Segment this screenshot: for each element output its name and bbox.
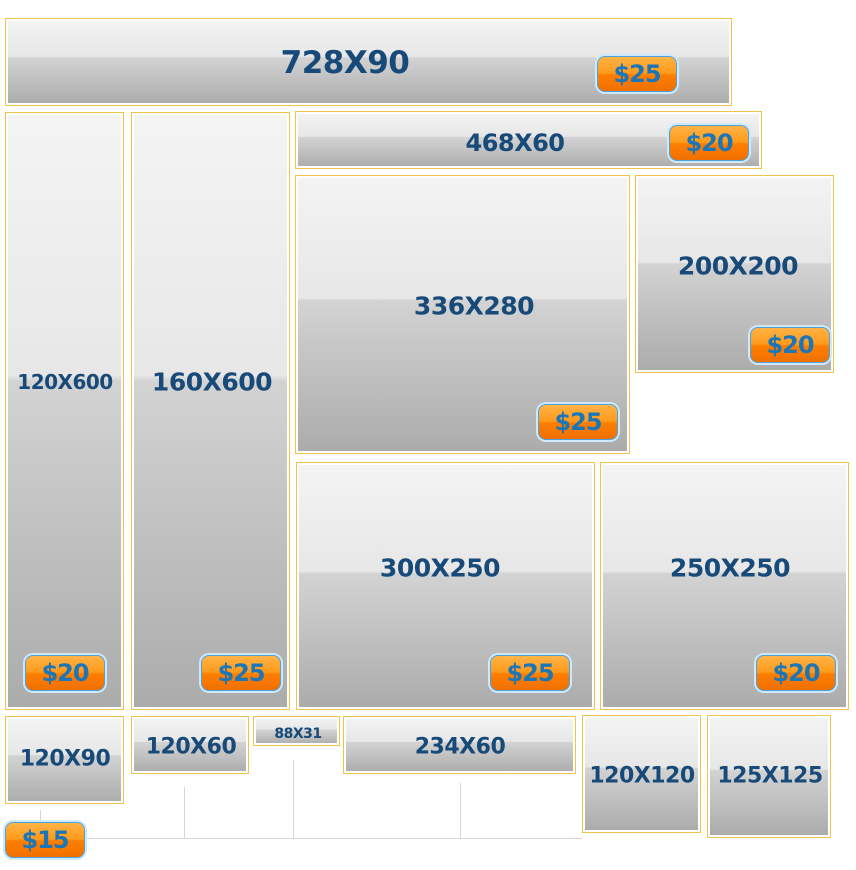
ad-size-label: 250X250 bbox=[669, 553, 791, 583]
ad-slot: 88X31 bbox=[253, 716, 340, 746]
ad-slot: 120X90 bbox=[5, 716, 124, 804]
price-badge: $20 bbox=[756, 655, 836, 691]
price-badge: $25 bbox=[490, 655, 570, 691]
ad-size-label: 200X200 bbox=[677, 251, 799, 281]
ad-slot: 120X600 $20 bbox=[5, 112, 124, 710]
ad-size-label: 234X60 bbox=[414, 734, 506, 760]
connector bbox=[85, 838, 582, 839]
ad-slot: 728X90 $25 bbox=[5, 18, 732, 106]
price-badge: $15 bbox=[5, 822, 85, 858]
ad-size-label: 120X90 bbox=[19, 746, 111, 772]
ad-slot: 234X60 bbox=[343, 716, 576, 774]
ad-slot: 300X250 $25 bbox=[296, 462, 595, 710]
ad-size-label: 160X600 bbox=[151, 367, 273, 397]
ad-slot: 125X125 bbox=[707, 715, 831, 838]
ad-slot: 468X60 $20 bbox=[295, 111, 762, 169]
ad-size-label: 120X120 bbox=[589, 763, 695, 789]
ad-size-label: 300X250 bbox=[379, 553, 501, 583]
price-badge: $25 bbox=[538, 404, 618, 440]
connector bbox=[40, 810, 41, 822]
ad-size-label: 120X60 bbox=[145, 734, 237, 760]
ad-slot: 120X60 bbox=[131, 716, 249, 774]
price-badge: $20 bbox=[25, 655, 105, 691]
price-badge: $20 bbox=[750, 327, 830, 363]
price-badge: $25 bbox=[201, 655, 281, 691]
ad-slot: 160X600 $25 bbox=[131, 112, 290, 710]
ad-size-label: 728X90 bbox=[280, 45, 410, 81]
connector bbox=[293, 760, 294, 838]
price-badge: $25 bbox=[597, 56, 677, 92]
connector bbox=[184, 787, 185, 838]
ad-slot: 120X120 bbox=[582, 715, 701, 833]
ad-slot: 250X250 $20 bbox=[600, 462, 849, 710]
ad-size-label: 468X60 bbox=[465, 129, 566, 157]
price-badge: $20 bbox=[669, 125, 749, 161]
ad-size-label: 120X600 bbox=[17, 370, 113, 394]
connector bbox=[460, 783, 461, 838]
ad-slot: 200X200 $20 bbox=[635, 175, 834, 373]
ad-size-label: 336X280 bbox=[413, 291, 535, 321]
ad-size-label: 88X31 bbox=[274, 726, 322, 742]
ad-slot: 336X280 $25 bbox=[295, 175, 630, 454]
ad-size-label: 125X125 bbox=[717, 763, 823, 789]
